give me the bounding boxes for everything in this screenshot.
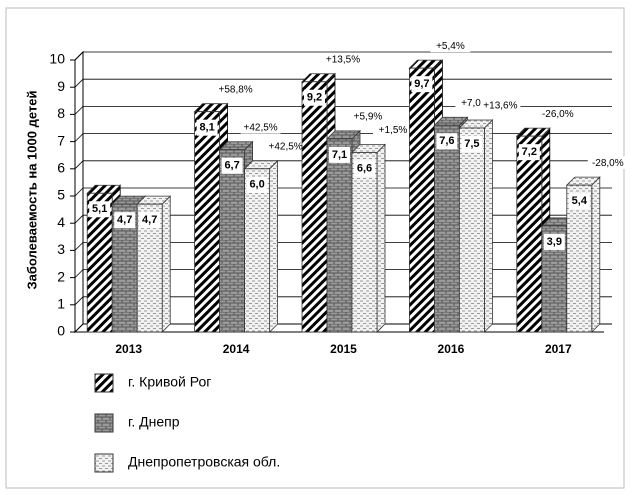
value-label: 7,5 bbox=[464, 138, 479, 150]
y-tick-label: 7 bbox=[57, 132, 65, 148]
bar-side bbox=[269, 159, 278, 333]
legend-swatch bbox=[94, 373, 114, 393]
bar-side bbox=[484, 119, 493, 333]
grid-line bbox=[74, 106, 612, 115]
value-label-box bbox=[436, 133, 458, 150]
value-label: 9,2 bbox=[307, 92, 322, 104]
change-label: -26,0% bbox=[542, 109, 574, 120]
legend-label: г. Днепр bbox=[128, 414, 180, 430]
value-label: 6,7 bbox=[224, 160, 239, 172]
value-label-box bbox=[114, 212, 136, 229]
value-label-box bbox=[518, 144, 540, 161]
y-tick-label: 9 bbox=[57, 78, 65, 94]
y-tick-label: 8 bbox=[57, 105, 65, 121]
bar bbox=[351, 152, 378, 333]
value-label-box bbox=[329, 146, 350, 163]
change-label-box bbox=[215, 82, 256, 96]
bar bbox=[516, 135, 543, 333]
bar bbox=[326, 138, 353, 333]
change-label: +1,5% bbox=[379, 125, 408, 136]
value-label-box bbox=[221, 157, 243, 174]
change-label-box bbox=[480, 99, 521, 112]
value-label-box bbox=[304, 89, 325, 106]
x-tick-label: 2017 bbox=[545, 342, 572, 356]
x-tick-label: 2013 bbox=[115, 342, 142, 356]
value-label-box bbox=[246, 176, 268, 193]
bar bbox=[458, 127, 485, 333]
change-label: +13,5% bbox=[326, 54, 360, 65]
change-label: +7,0% bbox=[461, 98, 490, 109]
value-label-box bbox=[461, 136, 483, 152]
change-label-box bbox=[430, 39, 471, 53]
value-label-box bbox=[196, 119, 218, 136]
legend-label: Днепропетровская обл. bbox=[128, 454, 280, 470]
y-axis-label: Заболеваемость на 1000 детей bbox=[24, 91, 39, 290]
frame bbox=[5, 7, 625, 489]
bar bbox=[219, 149, 246, 333]
y-tick-label: 5 bbox=[57, 187, 65, 203]
change-label-box bbox=[587, 156, 628, 170]
change-label-box bbox=[265, 139, 306, 153]
value-label: 7,2 bbox=[522, 146, 537, 158]
value-label-box bbox=[354, 160, 375, 177]
change-label: +58,8% bbox=[218, 84, 252, 95]
bar-side bbox=[161, 195, 171, 333]
y-tick-label: 4 bbox=[57, 214, 65, 230]
value-label: 4,7 bbox=[117, 214, 132, 226]
bar bbox=[194, 111, 221, 333]
value-label: 8,1 bbox=[199, 122, 214, 134]
y-tick-label: 3 bbox=[57, 241, 65, 257]
value-label: 6,0 bbox=[249, 179, 264, 191]
bar-side bbox=[591, 176, 601, 333]
value-label: 9,7 bbox=[414, 78, 429, 90]
legend-swatch bbox=[94, 453, 114, 473]
x-tick-label: 2015 bbox=[330, 342, 357, 356]
change-label: +42,5% bbox=[268, 141, 302, 152]
y-tick-label: 2 bbox=[57, 268, 65, 284]
y-tick-label: 10 bbox=[49, 51, 65, 67]
change-label-box bbox=[240, 120, 281, 134]
value-label-box bbox=[139, 212, 161, 229]
bar-side bbox=[376, 143, 386, 333]
change-label-box bbox=[537, 107, 578, 121]
legend-swatch bbox=[94, 413, 114, 433]
bar bbox=[566, 184, 593, 333]
x-tick-label: 2016 bbox=[438, 342, 465, 356]
bar bbox=[433, 124, 460, 333]
value-label-box bbox=[543, 233, 565, 250]
value-label: 7,1 bbox=[332, 149, 347, 161]
change-label: +5,4% bbox=[436, 41, 465, 52]
value-label: 5,4 bbox=[572, 195, 588, 207]
grid-line bbox=[74, 78, 612, 88]
bar bbox=[301, 81, 328, 333]
change-label: -28,0% bbox=[592, 158, 624, 169]
change-label-box bbox=[323, 52, 363, 66]
value-label: 7,6 bbox=[439, 135, 454, 147]
value-label-box bbox=[89, 201, 111, 218]
value-label: 4,7 bbox=[142, 214, 157, 226]
change-label: +5,9% bbox=[354, 112, 383, 123]
value-label: 5,1 bbox=[92, 203, 107, 215]
bar bbox=[244, 168, 271, 333]
change-label: +13,6% bbox=[483, 101, 517, 112]
value-label-box bbox=[411, 76, 433, 93]
value-label-box bbox=[568, 193, 590, 210]
change-label-box bbox=[373, 123, 413, 137]
value-label: 6,6 bbox=[357, 162, 372, 174]
y-tick-label: 0 bbox=[57, 323, 65, 339]
change-label-box bbox=[348, 109, 388, 123]
legend-label: г. Кривой Рог bbox=[128, 374, 211, 390]
y-tick-label: 1 bbox=[57, 296, 65, 312]
value-label: 3,9 bbox=[547, 236, 562, 248]
change-label: +42,5% bbox=[243, 122, 277, 133]
y-tick-label: 6 bbox=[57, 160, 65, 176]
x-tick-label: 2014 bbox=[223, 342, 250, 356]
bar bbox=[408, 67, 435, 333]
